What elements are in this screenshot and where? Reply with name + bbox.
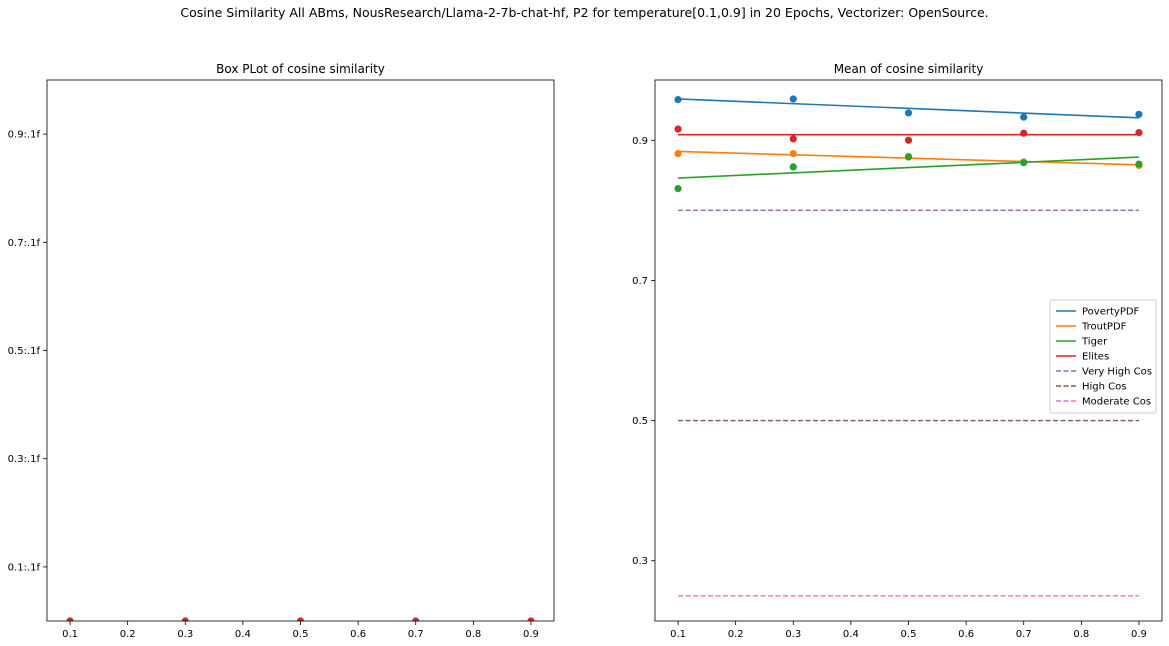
panel-2: Mean of cosine similarity 0.1 0.2 0.3 0.4 0.5… [632,62,1163,640]
x-tick-label: 0.8 [1073,629,1089,640]
y-tick-label: 0.7 [632,276,648,287]
x-tick-label: 0.4 [235,629,251,640]
axes-frame [654,79,1163,622]
legend-label: TroutPDF [1081,322,1127,333]
box-point [66,617,74,621]
x-tick-label: 0.5 [293,629,309,640]
scatter-point [1020,159,1028,167]
x-tick-label: 0.1 [62,629,78,640]
y-tick-label: 0.7:.1f [8,238,41,249]
x-tick-label: 0.9 [1131,629,1147,640]
legend-label: High Cos [1082,382,1126,393]
scatter-point [674,185,682,193]
box-point [412,617,420,621]
scatter-point [904,109,913,117]
box-point [181,617,189,621]
scatter-point [674,149,682,158]
x-tick-label: 0.2 [728,629,744,640]
scatter-point [904,153,913,161]
scatter-point [1135,110,1143,118]
scatter-point [789,135,797,143]
x-tick-label: 0.1 [670,629,686,640]
x-tick-label: 0.3 [785,629,801,640]
scatter-point [1135,128,1143,137]
box-point [296,617,305,621]
box-points [66,617,535,621]
y-tick-label: 0.9:.1f [8,130,41,141]
legend-label: PovertyPDF [1082,307,1140,318]
y-tick-label: 0.5 [632,416,648,427]
y-tick-label: 0.5:.1f [8,346,41,357]
x-tick-label: 0.9 [523,629,539,640]
legend-box [1049,299,1157,414]
x-tick-label: 0.4 [843,629,859,640]
x-tick-label: 0.2 [120,629,136,640]
x-tick-label: 0.5 [901,629,917,640]
legend: PovertyPDF TroutPDF Tiger Elites Very High C… [1049,299,1157,414]
scatter-point [1135,160,1143,168]
box-point [527,617,535,621]
scatter-point [674,96,682,104]
axes-frame [46,79,555,622]
x-tick-label: 0.3 [177,629,193,640]
y-tick-label: 0.9 [632,136,648,147]
x-tick-label: 0.6 [350,629,366,640]
x-tick-label: 0.8 [465,629,481,640]
scatter-point [789,163,797,171]
trend-line [678,156,1139,179]
x-tick-label: 0.7 [1016,629,1032,640]
panel-title: Box PLot of cosine similarity [216,62,385,76]
legend-label: Moderate Cos [1082,397,1151,408]
legend-label: Tiger [1081,337,1108,348]
scatter-point [789,149,797,158]
scatter-point [1020,129,1028,137]
panel-title: Mean of cosine similarity [834,62,984,76]
scatter-point [674,125,682,133]
legend-label: Very High Cos [1082,367,1152,378]
scatter-point [789,95,797,103]
y-tick-label: 0.3 [632,556,648,567]
scatter-point [1020,113,1028,121]
figure-title: Cosine Similarity All ABms, NousResearch… [180,5,989,20]
panel-1: Box PLot of cosine similarity 0.1 0.2 0.3 0.… [8,62,555,640]
trend-line [678,98,1139,119]
legend-label: Elites [1082,352,1109,363]
x-tick-label: 0.6 [958,629,974,640]
y-tick-label: 0.1:.1f [8,562,41,573]
x-tick-label: 0.7 [408,629,424,640]
scatter-point [904,136,913,144]
y-tick-label: 0.3:.1f [8,454,41,465]
